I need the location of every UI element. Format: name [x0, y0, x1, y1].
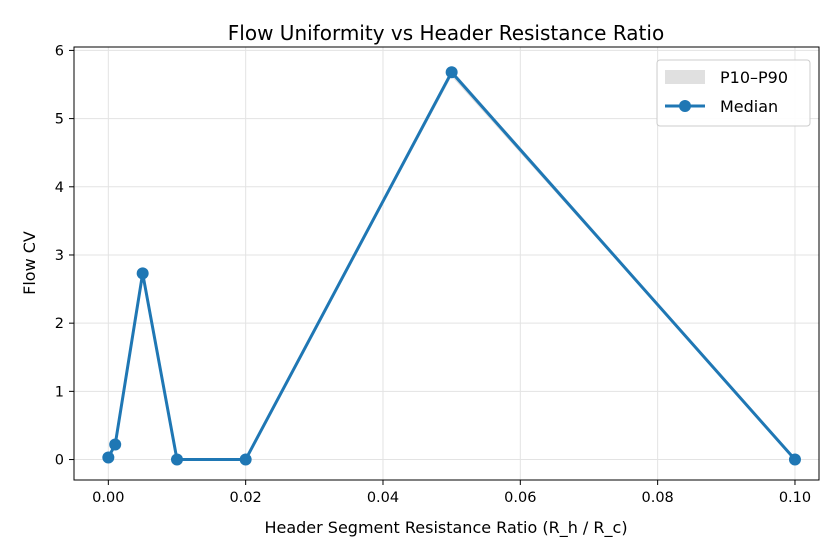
legend-label-band: P10–P90	[720, 68, 788, 87]
y-tick-label: 3	[55, 248, 64, 264]
x-tick-label: 0.02	[230, 490, 262, 506]
median-point	[788, 453, 801, 466]
median-point	[109, 438, 122, 451]
median-point	[239, 453, 252, 466]
y-tick-label: 2	[55, 316, 64, 332]
legend: P10–P90 Median	[656, 59, 811, 127]
y-tick-label: 6	[55, 43, 64, 59]
median-point	[170, 453, 183, 466]
median-point	[102, 451, 115, 464]
series-layer	[102, 66, 801, 466]
x-tick-label: 0.00	[92, 490, 124, 506]
plot-frame	[73, 46, 820, 481]
median-point	[136, 267, 149, 280]
x-tick-label: 0.06	[504, 490, 536, 506]
ticks-layer: 0.00 0.02 0.04 0.06 0.08 0.10 0 1 2 3 4 5 6	[55, 43, 811, 506]
y-tick-label: 0	[55, 453, 64, 469]
y-tick-label: 5	[55, 112, 64, 128]
legend-band-swatch	[665, 70, 705, 84]
p10-p90-band	[108, 69, 795, 460]
median-point	[445, 66, 458, 79]
legend-label-median: Median	[720, 97, 778, 116]
x-tick-label: 0.08	[641, 490, 673, 506]
x-tick-label: 0.04	[367, 490, 399, 506]
y-tick-label: 4	[55, 180, 64, 196]
legend-median-marker	[679, 100, 691, 112]
median-line	[107, 70, 797, 462]
y-tick-label: 1	[55, 384, 64, 400]
y-axis-label: Flow CV	[20, 231, 39, 295]
x-axis-label: Header Segment Resistance Ratio (R_h / R…	[264, 518, 627, 538]
band-layer	[108, 69, 795, 460]
chart-title: Flow Uniformity vs Header Resistance Rat…	[228, 21, 664, 45]
x-tick-label: 0.10	[779, 490, 811, 506]
